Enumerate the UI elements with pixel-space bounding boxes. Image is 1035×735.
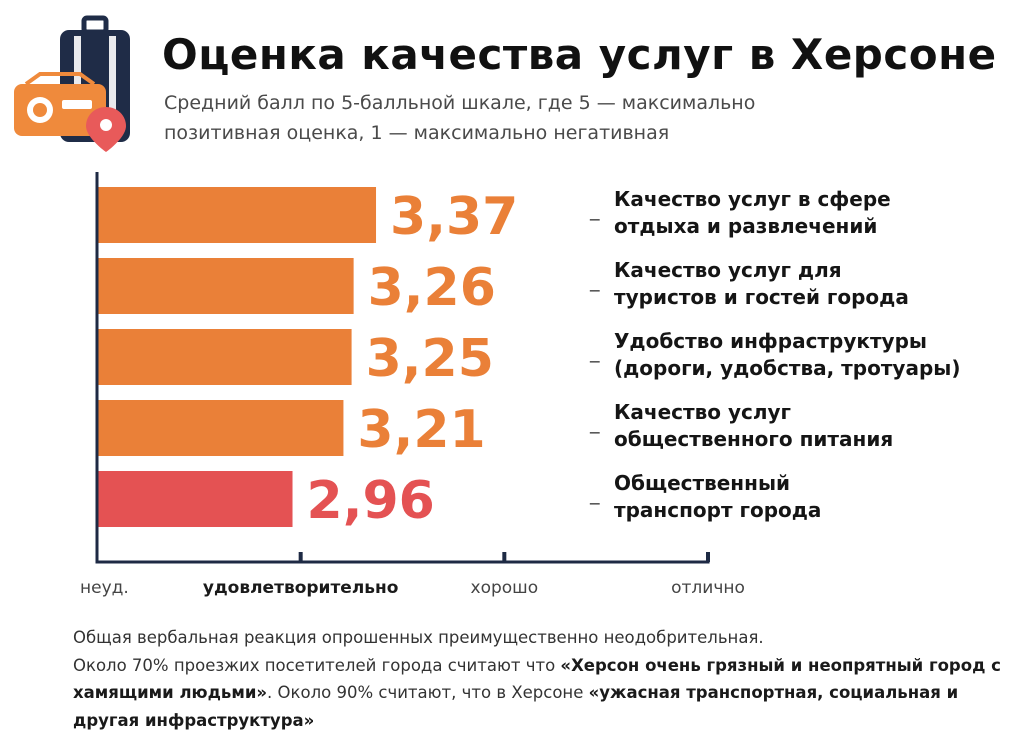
bar-chart: неуд. удовлетворительно хорошо отлично 3,37 _… [80,172,960,598]
category-label: общественного питания [614,427,893,451]
category-label-marker: _ [589,270,600,292]
x-tick-label: хорошо [471,578,539,598]
radio-icon [14,72,106,136]
category-label: Удобство инфраструктуры [614,329,927,353]
footnote: Общая вербальная реакция опрошенных преи… [73,624,1028,734]
subtitle-line-1: Средний балл по 5-балльной шкале, где 5 … [164,92,756,114]
bar-value-label: 2,96 [307,471,435,531]
category-label: транспорт города [614,498,821,522]
bar-value-label: 3,26 [368,258,496,318]
category-label-marker: _ [589,199,600,221]
bar [98,187,377,243]
bar-value-label: 3,21 [357,400,485,460]
category-label: Качество услуг [614,400,791,424]
footnote-text-2: . Около 90% считают, что в Херсоне [267,683,589,702]
suitcase-radio-map-pin-icon [14,15,130,152]
bar-value-label: 3,25 [366,329,494,389]
category-label: Качество услуг для [614,258,842,282]
category-label: Общественный [614,471,790,495]
subtitle-line-2: позитивная оценка, 1 — максимально негат… [164,122,670,144]
x-tick-label: удовлетворительно [203,578,399,598]
bar-value-label: 3,37 [390,187,518,247]
category-label-marker: _ [589,412,600,434]
footnote-paragraph-2: Около 70% проезжих посетителей города сч… [73,652,1028,735]
footnote-text-1: Около 70% проезжих посетителей города сч… [73,655,561,675]
category-label: туристов и гостей города [614,285,909,309]
category-label: Качество услуг в сфере [614,187,891,211]
bar [98,329,352,385]
map-pin-icon [86,107,126,152]
page-subtitle: Средний балл по 5-балльной шкале, где 5 … [164,88,884,148]
category-label-marker: _ [589,341,600,363]
footnote-line-1: Общая вербальная реакция опрошенных преи… [73,628,764,647]
category-label: (дороги, удобства, тротуары) [614,356,960,380]
footnote-quote-1: «Херсон очень грязный и неопрятный город… [73,655,1001,703]
page-title: Оценка качества услуг в Херсоне [162,30,997,79]
category-label: отдыха и развлечений [614,214,877,238]
bar [98,471,293,527]
category-label-marker: _ [589,483,600,505]
x-tick-label: неуд. [80,578,129,598]
bar [98,400,344,456]
bar [98,258,354,314]
x-tick-label: отлично [671,578,745,598]
footnote-quote-2: «ужасная транспортная, социальная и друг… [73,683,959,730]
